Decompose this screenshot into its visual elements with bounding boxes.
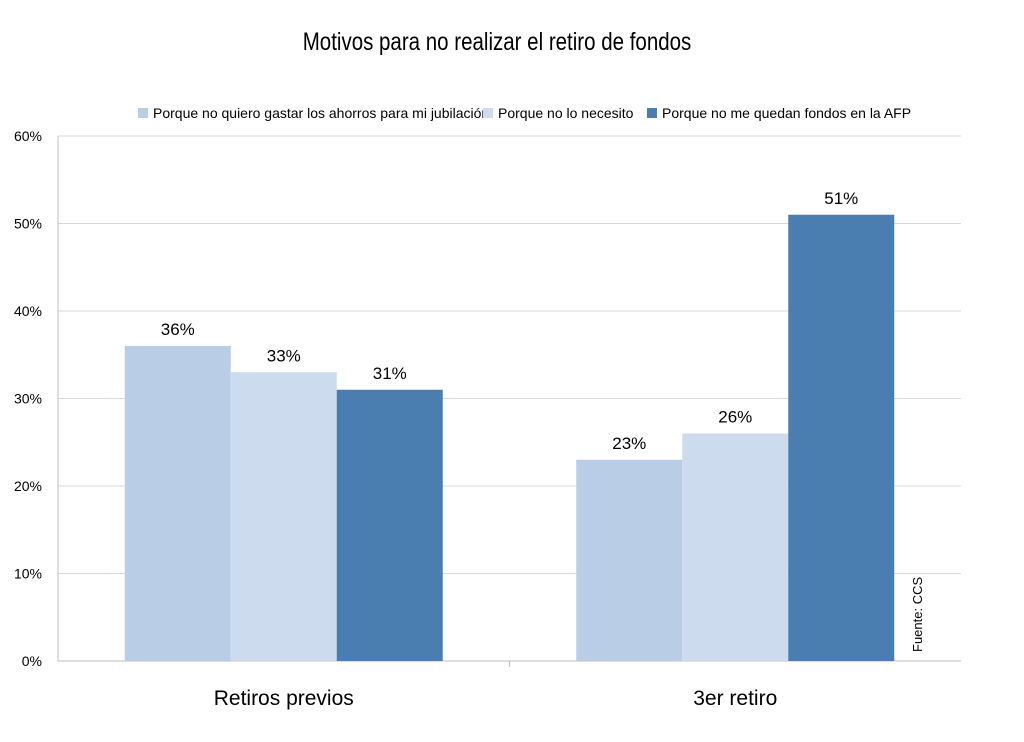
- bar: [230, 372, 337, 661]
- y-tick-label: 20%: [14, 478, 42, 494]
- y-tick-label: 0%: [22, 653, 42, 669]
- y-tick-label: 50%: [14, 216, 42, 232]
- legend-item-sin-fondos: Porque no me quedan fondos en la AFP: [647, 103, 911, 123]
- source-label: Fuente: CCS: [910, 577, 925, 652]
- legend-item-no-necesito: Porque no lo necesito: [483, 103, 633, 123]
- legend-swatch-jubilacion: [138, 108, 148, 118]
- category-label: Retiros previos: [214, 687, 354, 710]
- y-tick-label: 60%: [14, 128, 42, 144]
- legend-swatch-sin-fondos: [647, 108, 657, 118]
- legend-label-jubilacion: Porque no quiero gastar los ahorros para…: [153, 105, 490, 121]
- data-label: 51%: [824, 189, 858, 208]
- data-label: 23%: [612, 434, 646, 453]
- legend-swatch-no-necesito: [483, 108, 493, 118]
- data-label: 36%: [161, 320, 195, 339]
- y-tick-label: 10%: [14, 566, 42, 582]
- data-label: 31%: [373, 364, 407, 383]
- data-label: 26%: [718, 408, 752, 427]
- bar: [682, 433, 789, 661]
- chart-title: Motivos para no realizar el retiro de fo…: [302, 28, 692, 56]
- bar: [576, 459, 683, 661]
- data-label: 33%: [267, 346, 301, 365]
- bar: [336, 389, 443, 661]
- legend-item-jubilacion: Porque no quiero gastar los ahorros para…: [138, 103, 489, 123]
- bar: [788, 214, 895, 661]
- legend: Porque no quiero gastar los ahorros para…: [120, 103, 911, 123]
- category-label: 3er retiro: [693, 687, 777, 710]
- legend-label-no-necesito: Porque no lo necesito: [498, 105, 634, 121]
- y-tick-label: 30%: [14, 391, 42, 407]
- y-tick-label: 40%: [14, 303, 42, 319]
- legend-label-sin-fondos: Porque no me quedan fondos en la AFP: [662, 105, 912, 121]
- bar: [124, 346, 231, 661]
